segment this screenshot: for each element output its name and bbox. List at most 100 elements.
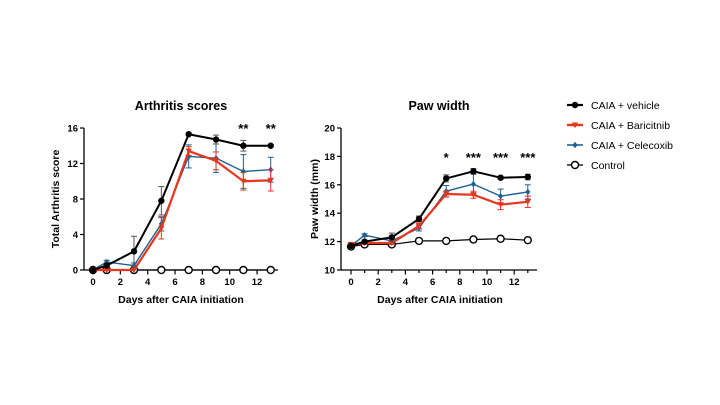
x-tick-label: 10 xyxy=(482,277,493,288)
marker-triangle-down xyxy=(103,267,110,274)
marker-diamond xyxy=(470,180,476,188)
marker-diamond xyxy=(572,141,578,149)
marker-open-circle xyxy=(496,234,505,243)
marker-open-circle xyxy=(414,236,424,246)
x-tick-label: 2 xyxy=(118,277,123,288)
legend: CAIA + vehicle CAIA + Baricitnib CAIA + … xyxy=(567,100,673,172)
x-tick-label: 8 xyxy=(200,277,205,288)
y-tick-label: 18 xyxy=(324,152,335,163)
legend-item-control: Control xyxy=(567,160,625,172)
marker-diamond xyxy=(525,188,531,196)
marker-triangle-down xyxy=(130,267,138,274)
x-tick-label: 4 xyxy=(403,277,409,288)
series-caia-vehicle xyxy=(347,167,531,250)
marker-filled-circle xyxy=(388,234,395,241)
marker-triangle-down xyxy=(240,178,247,185)
x-tick-label: 12 xyxy=(509,277,520,288)
x-tick-label: 6 xyxy=(430,277,435,288)
marker-filled-circle xyxy=(103,262,110,269)
marker-triangle-down xyxy=(443,191,450,198)
plot-area: ** ** xyxy=(88,121,277,275)
marker-diamond xyxy=(498,192,504,200)
x-tick-label: 8 xyxy=(457,277,462,288)
y-axis-label: Paw width (mm) xyxy=(309,159,321,239)
marker-filled-circle xyxy=(347,242,355,250)
marker-open-circle xyxy=(184,265,193,275)
y-tick-label: 12 xyxy=(324,237,335,248)
y-tick-label: 12 xyxy=(67,159,78,170)
significance-marker: * xyxy=(444,150,450,165)
arthritis-scores-chart: Arthritis scores Total Arthritis score D… xyxy=(50,99,278,306)
marker-open-circle xyxy=(469,235,478,244)
legend-swatch xyxy=(567,141,583,149)
marker-filled-circle xyxy=(185,131,192,138)
y-tick-label: 20 xyxy=(324,124,335,135)
y-tick-label: 8 xyxy=(73,195,78,206)
marker-filled-circle xyxy=(470,168,477,175)
series-line xyxy=(350,170,528,247)
marker-triangle-down xyxy=(470,192,477,198)
marker-triangle-down xyxy=(158,225,165,232)
marker-filled-circle xyxy=(158,197,165,204)
y-tick-label: 10 xyxy=(324,266,335,277)
series-caia-celecoxib xyxy=(90,143,274,274)
chart-title: Arthritis scores xyxy=(135,99,227,113)
y-tick-label: 14 xyxy=(324,209,335,220)
x-tick-label: 0 xyxy=(348,277,353,288)
y-tick-label: 4 xyxy=(73,230,79,241)
legend-item-vehicle: CAIA + vehicle xyxy=(567,100,660,112)
marker-filled-circle xyxy=(361,238,368,245)
marker-triangle-down xyxy=(212,158,220,165)
marker-filled-circle xyxy=(212,136,220,143)
axes: 10 12 14 16 18 20 0 2 4 6 8 10 12 xyxy=(324,124,537,288)
marker-open-circle xyxy=(266,265,275,275)
x-tick-label: 6 xyxy=(172,277,177,288)
marker-triangle-down xyxy=(267,177,274,184)
series-line xyxy=(350,192,528,246)
significance-marker: *** xyxy=(466,150,482,165)
legend-label: CAIA + vehicle xyxy=(591,100,660,112)
x-tick-label: 2 xyxy=(376,277,381,288)
marker-triangle-down xyxy=(415,223,423,230)
plot-area: * *** *** *** xyxy=(346,150,536,251)
legend-label: CAIA + Baricitnib xyxy=(591,120,670,132)
marker-filled-circle xyxy=(571,101,579,109)
legend-item-baricitnib: CAIA + Baricitnib xyxy=(567,120,670,132)
marker-triangle-down xyxy=(497,202,504,208)
marker-open-circle xyxy=(523,235,532,245)
marker-open-circle xyxy=(570,160,580,170)
significance-marker: ** xyxy=(266,121,277,136)
series-caia-baricitnib xyxy=(347,190,531,248)
marker-filled-circle xyxy=(267,142,274,149)
axes: 0 4 8 12 16 0 2 4 6 8 10 12 xyxy=(67,124,278,288)
y-tick-label: 16 xyxy=(324,180,335,191)
marker-triangle-down xyxy=(185,148,192,155)
series-line xyxy=(350,238,528,248)
series-line xyxy=(93,149,271,272)
marker-filled-circle xyxy=(130,248,138,255)
marker-filled-circle xyxy=(524,173,531,181)
y-tick-label: 16 xyxy=(67,124,78,135)
significance-marker: ** xyxy=(238,121,249,136)
series-line xyxy=(92,133,271,271)
legend-label: CAIA + Celecoxib xyxy=(591,140,673,152)
marker-open-circle xyxy=(211,265,221,275)
marker-triangle-down xyxy=(571,122,579,129)
legend-item-celecoxib: CAIA + Celecoxib xyxy=(567,140,673,152)
x-tick-label: 0 xyxy=(90,277,95,288)
x-tick-label: 4 xyxy=(145,277,151,288)
marker-filled-circle xyxy=(497,174,504,181)
marker-open-circle xyxy=(239,265,248,275)
marker-filled-circle xyxy=(415,215,423,223)
y-axis-label: Total Arthritis score xyxy=(50,150,62,249)
marker-filled-circle xyxy=(240,142,247,149)
legend-swatch xyxy=(567,101,583,109)
significance-marker: *** xyxy=(493,150,509,165)
marker-open-circle xyxy=(157,265,166,275)
legend-swatch xyxy=(567,160,583,170)
x-axis-label: Days after CAIA initiation xyxy=(377,294,503,306)
x-tick-label: 10 xyxy=(224,277,235,288)
marker-diamond xyxy=(240,168,246,175)
legend-swatch xyxy=(567,122,583,129)
